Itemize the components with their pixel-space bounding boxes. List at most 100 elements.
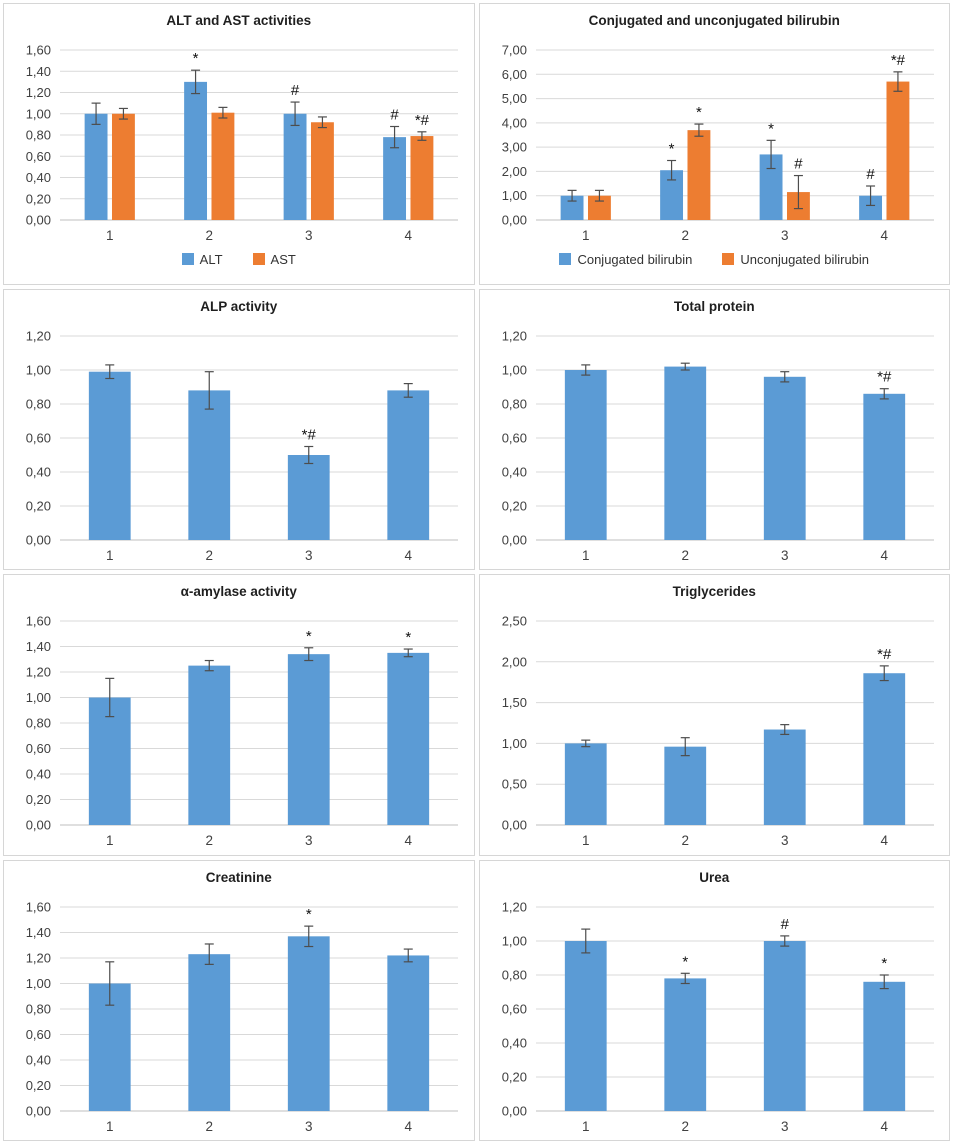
svg-text:4: 4 [880, 228, 888, 243]
svg-text:1: 1 [581, 548, 589, 563]
svg-text:0,20: 0,20 [26, 191, 51, 206]
svg-text:0,20: 0,20 [501, 1069, 526, 1084]
svg-text:0,20: 0,20 [26, 498, 51, 513]
chart-panel-amylase: α-amylase activity 0,00 0,20 0,40 0,60 0,80 1… [3, 574, 475, 856]
svg-text:0,80: 0,80 [26, 128, 51, 143]
svg-text:1,00: 1,00 [501, 188, 526, 203]
svg-text:4: 4 [404, 833, 412, 848]
svg-text:0,40: 0,40 [26, 464, 51, 479]
chart-title: Urea [699, 869, 730, 885]
svg-text:1,20: 1,20 [501, 328, 526, 343]
svg-text:1,20: 1,20 [26, 328, 51, 343]
svg-text:2,00: 2,00 [501, 164, 526, 179]
svg-text:1,20: 1,20 [501, 899, 526, 914]
svg-text:0,40: 0,40 [501, 1035, 526, 1050]
legend-swatch-orange [252, 253, 265, 265]
svg-text:0,40: 0,40 [26, 1052, 51, 1067]
svg-text:0,00: 0,00 [26, 213, 51, 228]
svg-text:0,80: 0,80 [501, 967, 526, 982]
svg-text:*#: *# [890, 52, 905, 69]
svg-text:2: 2 [681, 1119, 689, 1134]
svg-text:0,40: 0,40 [501, 464, 526, 479]
chart-plot: 0,00 1,00 2,00 3,00 4,00 5,00 6,00 7,00 * * # * # *# 1… [480, 38, 950, 250]
svg-text:4: 4 [880, 548, 888, 563]
legend-label: ALT [199, 251, 223, 267]
svg-text:2,00: 2,00 [501, 654, 526, 669]
legend-label: Unconjugated bilirubin [740, 251, 870, 267]
svg-text:3: 3 [305, 1119, 313, 1134]
svg-text:0,60: 0,60 [501, 430, 526, 445]
chart-legend: Conjugated bilirubin Unconjugated biliru… [480, 250, 950, 284]
legend-label: AST [270, 251, 296, 267]
svg-text:0,20: 0,20 [26, 792, 51, 807]
chart-title: ALT and AST activities [166, 13, 312, 28]
svg-text:0,00: 0,00 [26, 532, 51, 547]
svg-text:0,00: 0,00 [501, 532, 526, 547]
svg-text:2: 2 [681, 833, 689, 848]
svg-text:1,00: 1,00 [26, 362, 51, 377]
chart-panel-triglycerides: Triglycerides 0,00 0,50 1,00 1,50 2,00 2,50 *#… [478, 574, 950, 856]
svg-text:*: * [193, 50, 199, 67]
svg-text:2: 2 [205, 228, 213, 243]
svg-text:1,60: 1,60 [26, 43, 51, 58]
svg-text:3: 3 [780, 548, 788, 563]
svg-text:1,60: 1,60 [26, 614, 51, 629]
svg-text:2: 2 [205, 833, 213, 848]
svg-text:0,80: 0,80 [26, 716, 51, 731]
svg-text:0,00: 0,00 [26, 818, 51, 833]
svg-text:0,60: 0,60 [26, 1027, 51, 1042]
svg-text:3: 3 [780, 833, 788, 848]
chart-title: Triglycerides [672, 584, 756, 599]
svg-text:1,20: 1,20 [26, 85, 51, 100]
svg-text:#: # [780, 915, 789, 932]
svg-text:*: * [696, 104, 702, 121]
svg-text:0,00: 0,00 [26, 1103, 51, 1118]
svg-text:2: 2 [205, 548, 213, 563]
svg-text:0,80: 0,80 [26, 396, 51, 411]
svg-text:*: * [768, 120, 774, 137]
svg-text:0,80: 0,80 [26, 1001, 51, 1016]
chart-plot: 0,00 0,20 0,40 0,60 0,80 1,00 1,20 1,40 1,60 * 1 2 3… [4, 895, 474, 1141]
chart-plot: 0,00 0,20 0,40 0,60 0,80 1,00 1,20 *# 1 2 3 4 [480, 324, 950, 570]
svg-text:1,40: 1,40 [26, 925, 51, 940]
svg-text:3: 3 [780, 1119, 788, 1134]
svg-text:1: 1 [581, 228, 589, 243]
svg-text:*: * [668, 141, 674, 158]
svg-text:1,00: 1,00 [501, 933, 526, 948]
chart-panel-total-protein: Total protein 0,00 0,20 0,40 0,60 0,80 1,00 1,… [478, 288, 950, 570]
svg-text:*: * [306, 906, 312, 923]
svg-text:0,60: 0,60 [26, 149, 51, 164]
svg-text:*#: *# [415, 112, 430, 129]
chart-plot: 0,00 0,20 0,40 0,60 0,80 1,00 1,20 *# 1 2 3 4 [4, 324, 474, 570]
svg-text:3,00: 3,00 [501, 140, 526, 155]
svg-text:1,20: 1,20 [26, 950, 51, 965]
svg-text:1,60: 1,60 [26, 899, 51, 914]
svg-text:2: 2 [681, 228, 689, 243]
svg-text:0,00: 0,00 [501, 818, 526, 833]
svg-text:1: 1 [106, 1119, 114, 1134]
svg-text:0,60: 0,60 [501, 1001, 526, 1016]
chart-plot: 0,00 0,20 0,40 0,60 0,80 1,00 1,20 1,40 1,60 * # # *… [4, 38, 474, 250]
svg-text:4: 4 [880, 1119, 888, 1134]
svg-text:0,00: 0,00 [501, 213, 526, 228]
svg-text:4,00: 4,00 [501, 115, 526, 130]
chart-plot: 0,00 0,20 0,40 0,60 0,80 1,00 1,20 * # * 1 2 3 4 [480, 895, 950, 1141]
svg-text:5,00: 5,00 [501, 91, 526, 106]
svg-text:3: 3 [305, 833, 313, 848]
legend-item: AST [252, 251, 296, 267]
svg-text:1,00: 1,00 [26, 690, 51, 705]
chart-legend: ALT AST [4, 250, 474, 284]
legend-item: Conjugated bilirubin [559, 252, 692, 267]
legend-item: Unconjugated bilirubin [722, 252, 869, 267]
chart-panel-alp: ALP activity 0,00 0,20 0,40 0,60 0,80 1,00 1,2… [3, 288, 475, 570]
chart-plot: 0,00 0,20 0,40 0,60 0,80 1,00 1,20 1,40 1,60 * * 1 2… [4, 609, 474, 855]
svg-text:*#: *# [877, 646, 892, 663]
svg-text:0,60: 0,60 [26, 741, 51, 756]
svg-text:1: 1 [106, 228, 114, 243]
svg-text:2: 2 [681, 548, 689, 563]
svg-text:1,50: 1,50 [501, 695, 526, 710]
chart-title: Total protein [673, 298, 755, 314]
svg-text:#: # [794, 156, 803, 173]
svg-text:*: * [881, 955, 887, 972]
